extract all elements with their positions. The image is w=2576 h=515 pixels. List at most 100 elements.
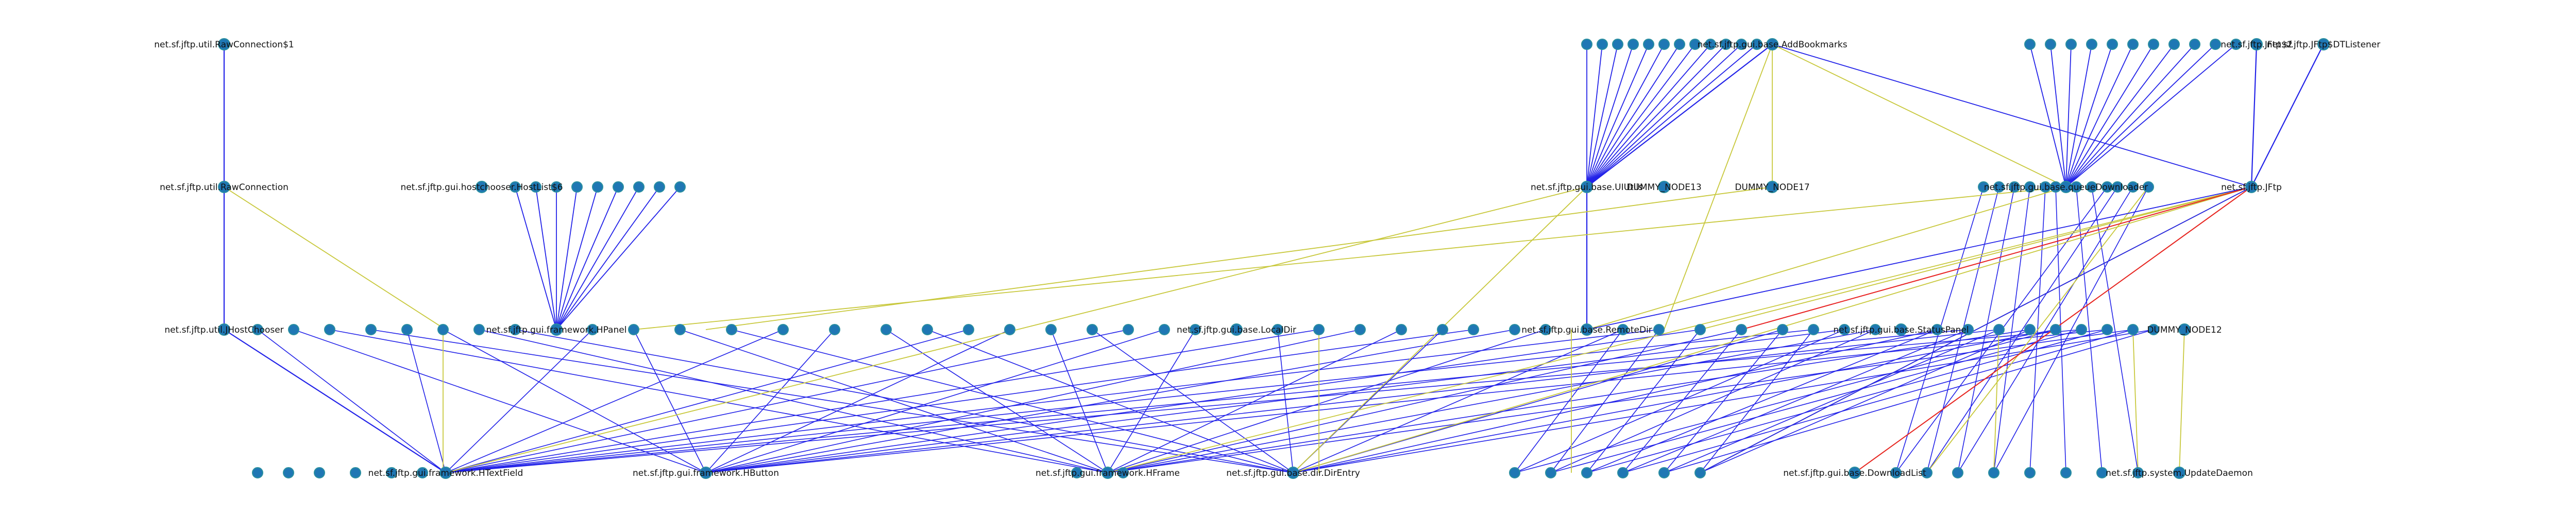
graph-node: [386, 467, 397, 478]
graph-node: [2317, 38, 2330, 50]
graph-node: [2245, 181, 2258, 193]
graph-node: [1509, 467, 1520, 478]
graph-node: [1159, 324, 1170, 335]
graph-node: [252, 467, 263, 478]
edge-inherit: [1293, 329, 1938, 473]
graph-node: [2024, 467, 2036, 478]
edge-inherit: [1586, 186, 2252, 330]
graph-node: [218, 181, 230, 193]
edge-inherit: [445, 329, 1814, 473]
edge-inherit: [370, 329, 1294, 473]
edge-inherit: [406, 329, 446, 473]
graph-node: [1952, 467, 1963, 478]
graph-node: [2173, 467, 2185, 479]
graph-node: [674, 181, 686, 193]
graph-node: [1509, 324, 1520, 335]
graph-node: [2009, 181, 2020, 193]
edge-inherit: [705, 329, 2108, 473]
graph-node: [1628, 39, 1639, 50]
graph-node: [1890, 467, 1902, 478]
graph-node: [1581, 181, 1593, 193]
edge-inherit: [705, 329, 1515, 473]
edge-use: [1107, 186, 2252, 473]
graph-node: [218, 323, 230, 336]
graph-node: [1612, 39, 1623, 50]
edge-use: [2132, 329, 2139, 473]
edge-inherit: [1514, 329, 1623, 473]
graph-node: [2148, 324, 2159, 335]
edge-inherit: [2065, 44, 2175, 187]
graph-node: [1117, 467, 1129, 478]
graph-node: [700, 467, 712, 479]
graph-node: [530, 181, 541, 193]
edge-inherit: [1586, 329, 1701, 473]
edge-inherit: [2065, 44, 2072, 187]
graph-node: [1540, 324, 1551, 335]
graph-node: [1581, 39, 1592, 50]
graph-node: [1993, 181, 2005, 193]
graph-node: [922, 324, 933, 335]
edge-inherit: [1107, 329, 1196, 473]
graph-node: [2050, 324, 2061, 335]
graph-node: [2024, 39, 2036, 50]
graph-node: [1736, 324, 1747, 335]
edge-inherit: [329, 329, 1108, 473]
edge-inherit: [1050, 329, 1108, 473]
edge-inherit: [633, 329, 706, 473]
edge-inherit: [1700, 329, 2030, 473]
graph-node: [1272, 324, 1283, 335]
graph-node: [1396, 324, 1407, 335]
edge-inherit: [556, 186, 639, 330]
edge-inherit: [1622, 329, 2133, 473]
edge-inherit: [2065, 44, 2133, 187]
graph-node: [2210, 39, 2221, 50]
graph-node: [1437, 324, 1448, 335]
node-label: net.sf.jftp.gui.base.RemoteDir: [1521, 325, 1652, 335]
edge-inherit: [1993, 186, 2030, 473]
graph-node: [1545, 467, 1556, 478]
graph-node: [2045, 39, 2056, 50]
edge-inherit: [556, 186, 578, 330]
node-label: net.sf.jftp.gui.base.AddBookmarks: [1697, 40, 1847, 50]
edge-inherit: [1664, 329, 1999, 473]
graph-node: [1849, 467, 1861, 479]
graph-node: [1230, 323, 1243, 336]
edge-inherit: [535, 186, 557, 330]
graph-node: [1045, 324, 1057, 335]
graph-node: [1468, 324, 1479, 335]
edge-inherit: [1993, 186, 2149, 473]
graph-node: [1617, 467, 1629, 478]
graph-node: [1962, 324, 1974, 335]
edge-inherit: [1622, 329, 1969, 473]
node-label: net.sf.jftp.gui.framework.HTextField: [368, 468, 523, 478]
graph-node: [1123, 324, 1134, 335]
edge-inherit: [479, 329, 1108, 473]
graph-node: [2143, 181, 2154, 193]
graph-node: [510, 324, 521, 335]
graph-node: [880, 324, 892, 335]
edge-inherit: [2250, 44, 2258, 187]
edge-inherit: [1586, 44, 1696, 187]
graph-node: [592, 181, 603, 193]
graph-node: [1658, 181, 1670, 193]
node-label: net.sf.jftp.gui.base.DownloadList: [1783, 468, 1926, 478]
edge-inherit: [705, 329, 1010, 473]
graph-node: [654, 181, 665, 193]
node-label: net.sf.jftp.gui.base.queueDownloader: [1984, 182, 2148, 193]
edge-inherit: [445, 329, 1474, 473]
graph-node: [2112, 181, 2123, 193]
edge-inherit: [1277, 329, 1294, 473]
edge-inherit: [705, 329, 1361, 473]
edge-inherit: [2065, 44, 2092, 187]
edge-inherit: [1957, 186, 2133, 473]
graph-node: [551, 181, 562, 193]
graph-node: [1808, 324, 1819, 335]
graph-node: [1617, 324, 1629, 335]
node-label: net.sf.jftp.util.RawConnection: [160, 182, 289, 193]
edge-inherit: [1586, 44, 1742, 187]
edge-inherit: [1107, 329, 1876, 473]
graph-node: [1870, 324, 1881, 335]
edge-inherit: [224, 329, 446, 473]
graph-node: [829, 324, 840, 335]
graph-node: [2102, 324, 2113, 335]
